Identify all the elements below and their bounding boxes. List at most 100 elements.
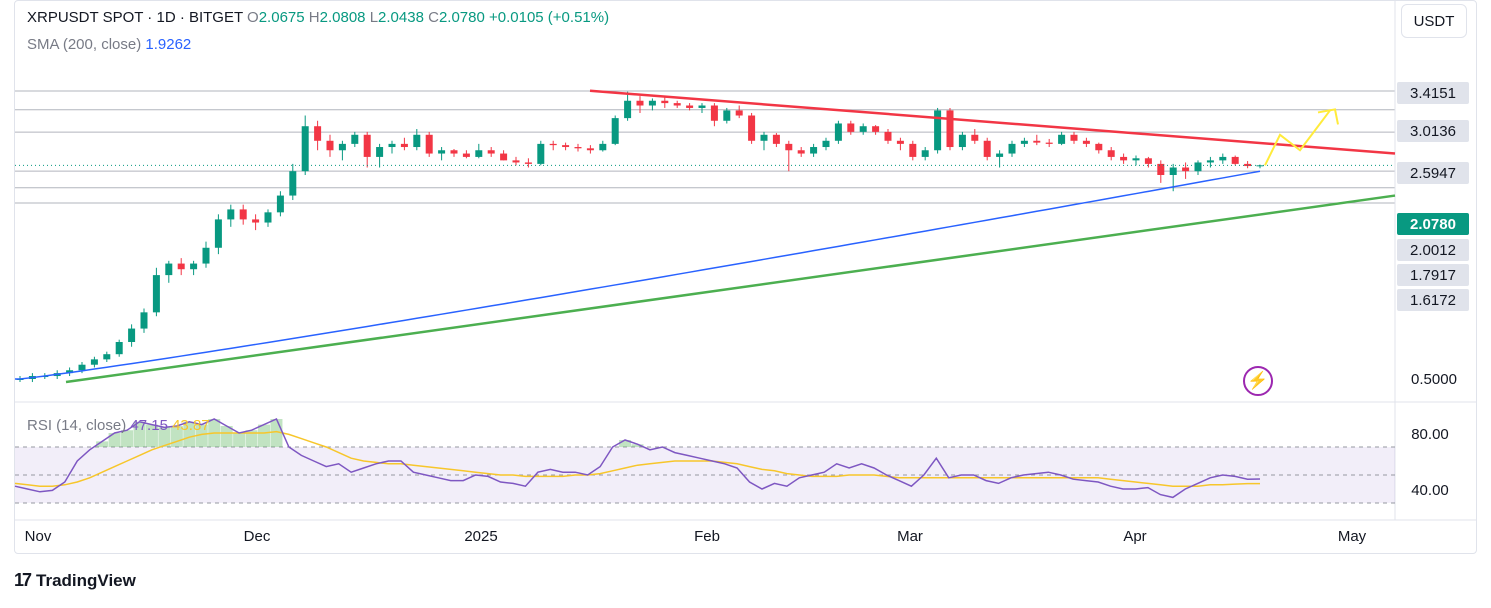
candle-body [934,110,942,151]
candle-body [710,105,718,121]
candle-body [797,150,805,154]
candle-body [760,134,768,141]
candle-body [115,341,123,355]
candle-body [983,140,991,157]
candle-body [921,150,929,157]
candle-body [326,140,334,151]
candle-body [549,143,557,146]
candle-body [1120,156,1128,161]
time-label-dec: Dec [244,528,271,545]
rsi-tick-label: 80.00 [1411,426,1449,443]
low-value: 2.0438 [378,9,424,26]
candle-body [500,153,508,161]
candle-body [66,370,74,374]
price-tick-label: 0.5000 [1411,371,1457,388]
price-label-box [1397,162,1469,184]
candle-body [425,134,433,154]
candle-body [78,364,86,371]
price-label-box [1397,239,1469,261]
candle-body [648,100,656,106]
candle-body [363,134,371,157]
tradingview-brand[interactable]: 17 TradingView [14,570,136,591]
close-label: C [428,9,439,26]
rsi-line [14,418,1261,499]
candle-body [351,134,359,144]
currency-button[interactable]: USDT [1401,4,1467,38]
time-label-may: May [1338,528,1367,545]
projection-arrowhead [1317,108,1339,125]
rsi-ma-value: 43.87 [172,417,210,434]
candle-body [958,134,966,148]
sma-legend[interactable]: SMA (200, close) 1.9262 [27,36,191,53]
price-label-box [1397,82,1469,104]
chart-frame [14,0,1477,554]
price-label: 1.6172 [1410,292,1456,309]
candle-body [748,115,756,141]
tradingview-logo-icon: 17 [14,570,32,590]
symbol-name: XRPUSDT SPOT · 1D · BITGET [27,9,243,26]
candle-body [822,140,830,148]
candle-body [165,263,173,276]
current-price-label-box [1397,213,1469,235]
close-value: 2.0780 [438,9,485,26]
candle-body [599,143,607,151]
sma-line [15,170,1261,380]
price-label: 2.0012 [1410,242,1456,259]
lightning-icon[interactable]: ⚡ [1243,366,1273,396]
candle-body [190,263,198,270]
sma-value: 1.9262 [145,36,192,53]
support-trendline [65,194,1396,384]
rsi-ma-line [14,430,1261,487]
candle-body [661,100,669,104]
candle-body [872,126,880,132]
candle-body [1219,156,1227,161]
candle-body [971,134,979,141]
candle-body [438,150,446,154]
time-label-mar: Mar [897,528,923,545]
time-label-apr: Apr [1123,528,1146,545]
candle-body [996,153,1004,157]
candle-body [1107,150,1115,157]
rsi-legend[interactable]: RSI (14, close) 47.15 43.87 [27,417,210,434]
candle-body [1132,158,1140,161]
candle-body [276,195,284,213]
candle-body [698,105,706,108]
candle-body [1095,143,1103,151]
candle-body [202,247,210,264]
candle-body [946,110,954,148]
candle-body [859,126,867,132]
rsi-label: RSI (14, close) [27,417,127,434]
high-label: H [308,9,320,26]
time-label-nov: Nov [25,528,52,545]
price-label-box [1397,289,1469,311]
candle-body [624,100,632,119]
candle-body [1231,156,1239,164]
rsi-tick-label: 40.00 [1411,482,1449,499]
candle-body [909,143,917,157]
candle-body [1058,134,1066,144]
price-label-box [1397,120,1469,142]
candle-body [1070,134,1078,141]
candle-body [487,150,495,154]
candle-body [1169,167,1177,175]
symbol-legend: XRPUSDT SPOT · 1D · BITGET O2.0675 H2.08… [27,9,609,26]
candle-body [673,103,681,106]
candle-body [103,354,111,360]
candle-body [810,147,818,154]
candle-body [847,123,855,132]
candle-body [1144,158,1152,164]
change-value: +0.0105 (+0.51%) [489,9,610,26]
candle-body [1082,140,1090,144]
candle-body [586,148,594,151]
open-label: O [247,9,259,26]
candle-body [524,162,532,164]
candle-body [1182,167,1190,172]
candle-body [413,134,421,148]
candle-body [884,131,892,141]
candle-body [239,209,247,220]
sma-label: SMA (200, close) [27,36,142,53]
candle-body [475,150,483,157]
candle-body [723,110,731,121]
price-label: 2.5947 [1410,165,1456,182]
